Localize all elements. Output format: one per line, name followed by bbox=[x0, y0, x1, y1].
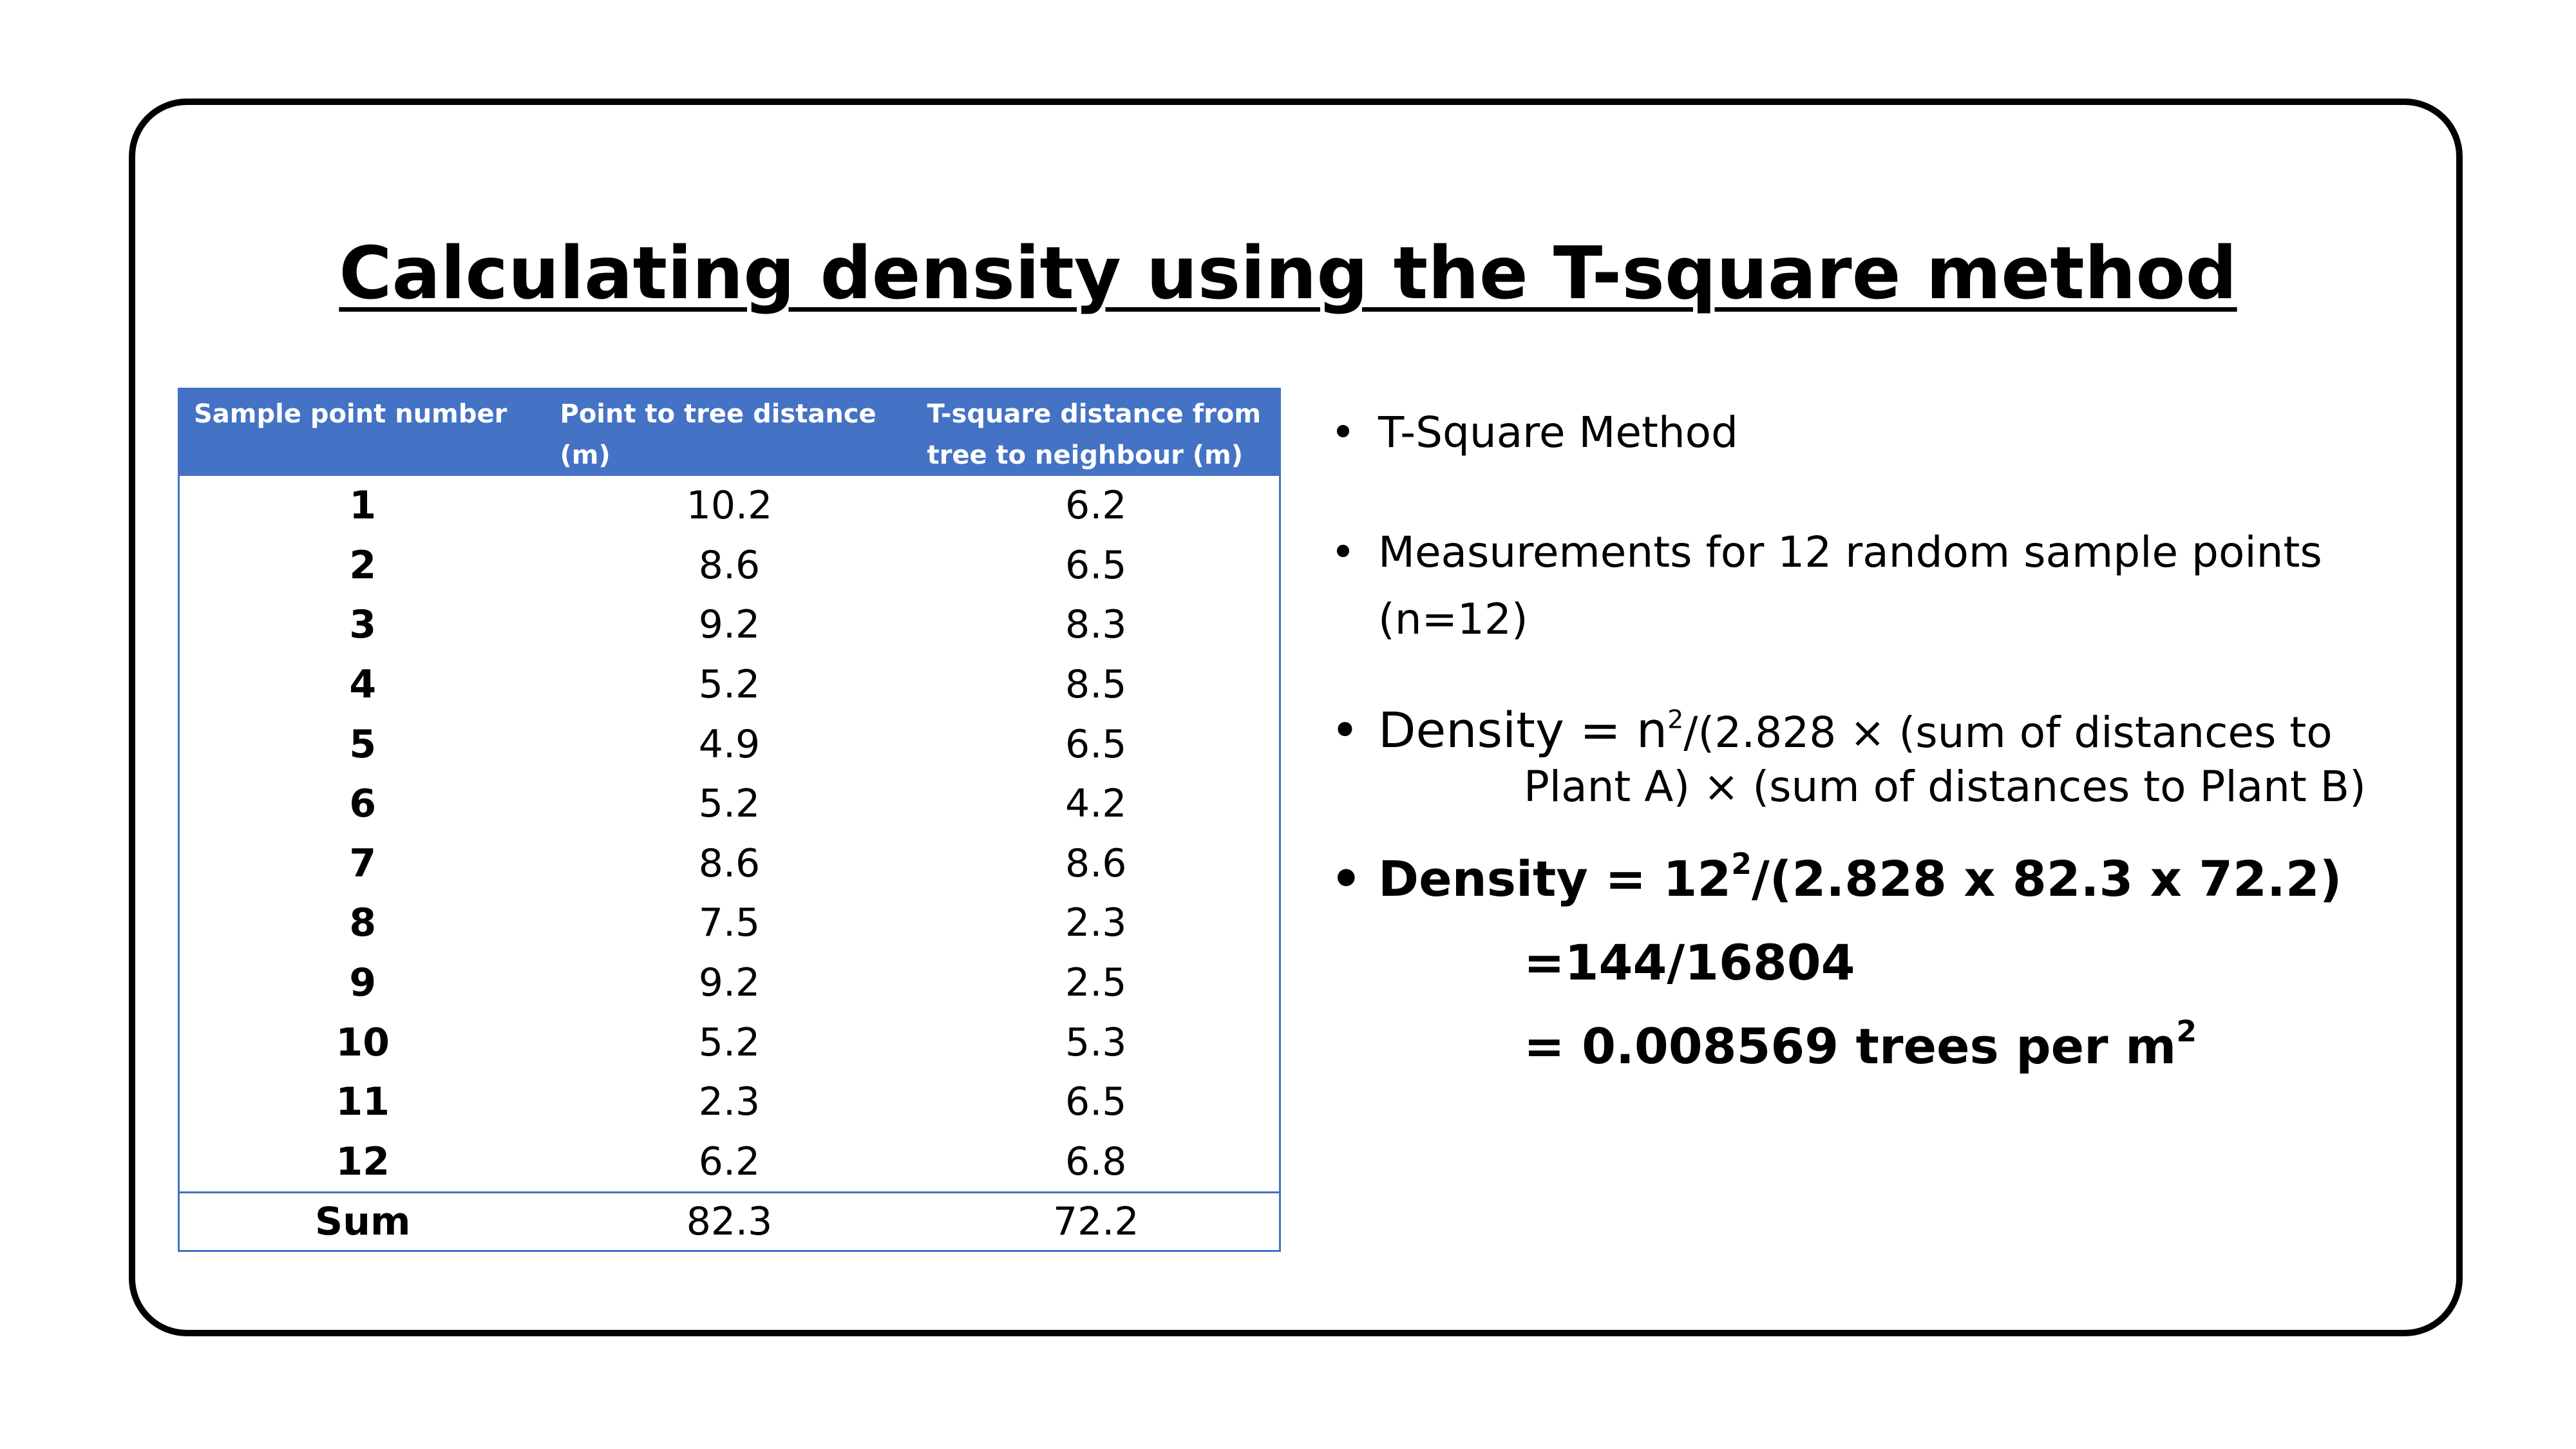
t-square-value: 6.8 bbox=[1065, 1139, 1127, 1184]
table-row: 12 6.2 6.8 bbox=[179, 1132, 1280, 1193]
point-to-tree-value: 8.6 bbox=[698, 542, 761, 588]
point-to-tree-value: 5.2 bbox=[698, 781, 761, 827]
sample-number: 11 bbox=[336, 1079, 390, 1125]
bullet-calculation: • Density = 122/(2.828 x 82.3 x 72.2) =1… bbox=[1327, 837, 2434, 1088]
calc-exponent: 2 bbox=[1731, 846, 1752, 881]
calc-line-2: =144/16804 bbox=[1524, 934, 1855, 991]
bullet-marker: • bbox=[1331, 701, 1359, 759]
bullet-text: T-Square Method bbox=[1378, 408, 1738, 457]
t-square-value: 6.5 bbox=[1065, 1079, 1127, 1125]
distance-table: Sample point number Point to tree distan… bbox=[178, 388, 1281, 1253]
table-row: 11 2.3 6.5 bbox=[179, 1072, 1280, 1132]
t-square-value: 6.5 bbox=[1065, 542, 1127, 588]
sample-number: 7 bbox=[349, 840, 377, 886]
sample-number: 6 bbox=[349, 781, 377, 827]
t-square-value: 8.6 bbox=[1065, 840, 1127, 886]
bullet-marker: • bbox=[1331, 408, 1356, 457]
point-to-tree-value: 5.2 bbox=[698, 1019, 761, 1065]
table-row: 2 8.6 6.5 bbox=[179, 536, 1280, 596]
t-square-value: 6.5 bbox=[1065, 721, 1127, 767]
point-to-tree-value: 4.9 bbox=[698, 721, 761, 767]
slide-title: Calculating density using the T-square m… bbox=[339, 232, 2237, 316]
sample-number: 9 bbox=[349, 960, 377, 1006]
bullet-method: • T-Square Method bbox=[1327, 399, 2434, 466]
formula-lead: Density = n bbox=[1378, 701, 1668, 759]
bullet-text: Measurements for 12 random sample points… bbox=[1378, 527, 2322, 644]
table-row: 4 5.2 8.5 bbox=[179, 655, 1280, 715]
formula-continuation: Plant A) × (sum of distances to Plant B) bbox=[1524, 762, 2366, 811]
calc-lead: Density = 12 bbox=[1378, 850, 1732, 907]
point-to-tree-value: 7.5 bbox=[698, 900, 761, 946]
sample-number: 2 bbox=[349, 542, 377, 588]
table-row: 8 7.5 2.3 bbox=[179, 893, 1280, 953]
calc-rest: /(2.828 x 82.3 x 72.2) bbox=[1752, 850, 2342, 907]
calc-result-exponent: 2 bbox=[2176, 1014, 2197, 1048]
sum-t-square: 72.2 bbox=[913, 1191, 1280, 1251]
bullet-marker: • bbox=[1331, 527, 1356, 577]
formula-rest: /(2.828 × (sum of distances to bbox=[1683, 708, 2333, 757]
bullet-formula: • Density = n2/(2.828 × (sum of distance… bbox=[1327, 703, 2473, 814]
calc-result: = 0.008569 trees per m bbox=[1524, 1018, 2177, 1075]
table-row: 9 9.2 2.5 bbox=[179, 953, 1280, 1013]
calc-line-3: = 0.008569 trees per m2 bbox=[1378, 1005, 2434, 1088]
table-row: 7 8.6 8.6 bbox=[179, 834, 1280, 894]
point-to-tree-value: 9.2 bbox=[698, 960, 761, 1006]
bullet-measurements: • Measurements for 12 random sample poin… bbox=[1327, 519, 2434, 653]
t-square-value: 8.5 bbox=[1065, 662, 1127, 708]
table-row: 6 5.2 4.2 bbox=[179, 774, 1280, 834]
sample-number: 12 bbox=[336, 1139, 390, 1184]
table-row: 10 5.2 5.3 bbox=[179, 1012, 1280, 1072]
bullet-marker: • bbox=[1331, 850, 1362, 907]
sample-number: 3 bbox=[349, 602, 377, 648]
sum-label: Sum bbox=[178, 1191, 546, 1251]
slide-frame bbox=[129, 99, 2463, 1336]
sample-number: 8 bbox=[349, 900, 377, 946]
point-to-tree-value: 10.2 bbox=[686, 483, 773, 529]
t-square-value: 6.2 bbox=[1065, 483, 1127, 529]
sample-number: 10 bbox=[336, 1019, 390, 1065]
header-t-square-distance: T-square distance from tree to neighbour… bbox=[913, 388, 1280, 476]
sample-number: 5 bbox=[349, 721, 377, 767]
t-square-value: 2.5 bbox=[1065, 960, 1127, 1006]
t-square-value: 8.3 bbox=[1065, 602, 1127, 648]
t-square-value: 4.2 bbox=[1065, 781, 1127, 827]
point-to-tree-value: 5.2 bbox=[698, 662, 761, 708]
calc-line-1: Density = 122/(2.828 x 82.3 x 72.2) bbox=[1378, 837, 2434, 921]
table-header-row: Sample point number Point to tree distan… bbox=[178, 388, 1280, 476]
table-row: 5 4.9 6.5 bbox=[179, 714, 1280, 774]
header-point-to-tree: Point to tree distance (m) bbox=[545, 388, 913, 476]
table-row: 3 9.2 8.3 bbox=[179, 595, 1280, 655]
sum-row: Sum 82.3 72.2 bbox=[178, 1191, 1280, 1251]
point-to-tree-value: 6.2 bbox=[698, 1139, 761, 1184]
point-to-tree-value: 8.6 bbox=[698, 840, 761, 886]
t-square-value: 2.3 bbox=[1065, 900, 1127, 946]
header-sample-point: Sample point number bbox=[178, 388, 546, 476]
sample-number: 1 bbox=[349, 483, 377, 529]
table-row: 1 10.2 6.2 bbox=[179, 476, 1280, 536]
sample-number: 4 bbox=[349, 662, 377, 708]
t-square-value: 5.3 bbox=[1065, 1019, 1127, 1065]
point-to-tree-value: 9.2 bbox=[698, 602, 761, 648]
formula-exponent: 2 bbox=[1667, 705, 1684, 735]
point-to-tree-value: 2.3 bbox=[698, 1079, 761, 1125]
sum-point-to-tree: 82.3 bbox=[545, 1191, 913, 1251]
